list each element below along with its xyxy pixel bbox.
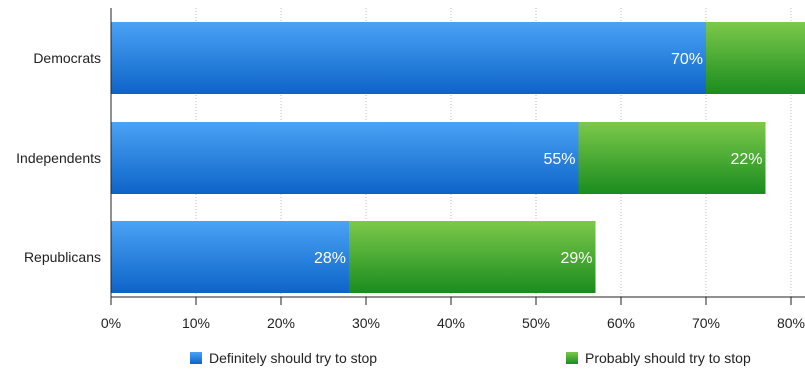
- x-tick-label: 60%: [607, 315, 635, 331]
- category-label: Democrats: [33, 50, 101, 66]
- bar-republicans-series-0: [111, 221, 349, 293]
- data-label: 28%: [314, 250, 346, 267]
- bar-democrats-series-1: [706, 22, 805, 94]
- legend-label: Definitely should try to stop: [209, 350, 377, 366]
- category-label: Independents: [16, 150, 101, 166]
- legend-label: Probably should try to stop: [585, 350, 751, 366]
- x-tick-label: 70%: [692, 315, 720, 331]
- bar-independents-series-1: [578, 122, 766, 194]
- legend-swatch-series-0: [190, 352, 202, 364]
- x-tick-label: 30%: [352, 315, 380, 331]
- legend: Definitely should try to stop Probably sh…: [190, 350, 751, 366]
- data-label: 70%: [671, 51, 703, 68]
- axes: 0%10%20%30%40%50%60%70%80%90%DemocratsIn…: [16, 8, 805, 331]
- category-label: Republicans: [24, 249, 101, 265]
- legend-swatch-series-1: [566, 352, 578, 364]
- bar-democrats-series-0: [111, 22, 706, 94]
- bar-independents-series-0: [111, 122, 579, 194]
- x-tick-label: 50%: [522, 315, 550, 331]
- x-tick-label: 0%: [101, 315, 121, 331]
- x-tick-label: 80%: [777, 315, 805, 331]
- bars: 70%19%55%22%28%29%: [111, 22, 805, 293]
- data-label: 22%: [730, 151, 762, 168]
- bar-republicans-series-1: [349, 221, 596, 293]
- x-tick-label: 20%: [267, 315, 295, 331]
- data-label: 55%: [543, 151, 575, 168]
- data-label: 29%: [560, 250, 592, 267]
- x-tick-label: 40%: [437, 315, 465, 331]
- x-tick-label: 10%: [182, 315, 210, 331]
